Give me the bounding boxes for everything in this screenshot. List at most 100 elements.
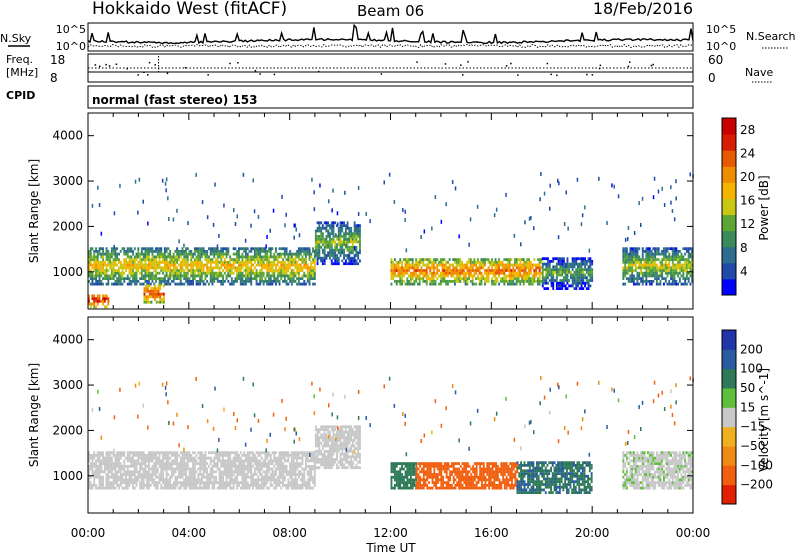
power-cell (312, 260, 314, 264)
power-cell (102, 302, 104, 306)
velocity-cell (280, 462, 283, 465)
power-cell (404, 269, 407, 272)
power-cell (192, 266, 194, 270)
velocity-cell (220, 473, 223, 476)
velocity-cell (88, 486, 90, 490)
power-cell (116, 282, 119, 286)
power-cell (95, 250, 97, 253)
power-cell (657, 266, 660, 270)
power-cell (125, 277, 127, 280)
velocity-cell (105, 451, 108, 455)
power-cell (98, 282, 101, 286)
power-cell (337, 232, 340, 236)
power-cell (359, 243, 361, 246)
power-cell (563, 222, 566, 226)
velocity-cell (227, 454, 230, 457)
power-cell (689, 172, 691, 177)
power-cell (528, 280, 530, 283)
power-cell (353, 224, 356, 227)
velocity-cell (266, 454, 269, 457)
power-cell (448, 269, 451, 272)
power-cell (392, 271, 395, 275)
power-cell (638, 263, 641, 267)
power-cell (314, 243, 317, 246)
power-cell (89, 247, 92, 251)
velocity-cell (241, 475, 244, 479)
power-cell (186, 282, 189, 286)
power-cell (100, 263, 103, 267)
power-cell (283, 255, 286, 259)
power-cell (200, 260, 203, 264)
velocity-cell (112, 486, 115, 490)
velocity-cell (114, 486, 117, 490)
velocity-cell (282, 470, 284, 474)
power-cell (443, 277, 446, 280)
power-cell (473, 271, 476, 275)
power-cell (172, 274, 175, 278)
power-cell (629, 266, 632, 270)
velocity-cell (264, 459, 267, 463)
velocity-cell (294, 454, 297, 457)
power-cell (413, 269, 416, 272)
velocity-cell (144, 484, 147, 487)
power-cell (273, 277, 276, 280)
power-cell (123, 280, 126, 283)
power-cell (457, 271, 460, 275)
power-cell (655, 280, 658, 283)
power-cell (645, 258, 648, 261)
power-cell (246, 263, 249, 267)
power-cell (155, 269, 157, 272)
velocity-cell (132, 473, 134, 476)
power-cell (128, 266, 131, 270)
velocity-cell (135, 462, 138, 465)
power-cell (394, 266, 396, 270)
power-cell (475, 282, 478, 286)
power-cell (454, 282, 456, 286)
velocity-cell (308, 484, 311, 487)
velocity-cell (135, 475, 138, 479)
velocity-cell (140, 475, 143, 479)
power-cell (643, 263, 646, 267)
power-cell (485, 258, 488, 261)
velocity-cell (218, 486, 221, 490)
power-cell (197, 280, 200, 283)
velocity-cell (109, 484, 112, 487)
power-cell (344, 259, 347, 263)
velocity-cell (320, 458, 323, 461)
velocity-cell (100, 484, 103, 487)
power-cell (655, 252, 658, 256)
freq-point (154, 64, 156, 66)
velocity-cell (179, 481, 182, 484)
power-cell (303, 282, 306, 286)
power-cell (489, 269, 492, 272)
velocity-cell (165, 451, 168, 455)
power-cell (195, 282, 198, 286)
power-cell (492, 271, 495, 275)
power-cell (149, 258, 152, 261)
power-cell (691, 280, 694, 283)
power-cell (140, 258, 143, 261)
power-cell (126, 250, 129, 253)
power-cell (522, 258, 525, 261)
power-cell (245, 250, 247, 253)
power-cell (165, 255, 168, 259)
power-cell (491, 282, 493, 286)
velocity-cell (110, 481, 113, 484)
velocity-cell (148, 454, 150, 457)
velocity-cell (128, 475, 131, 479)
velocity-cell (151, 478, 154, 482)
power-cell (234, 280, 237, 283)
power-cell (348, 235, 351, 238)
velocity-cell (188, 456, 191, 460)
velocity-cell (264, 475, 267, 479)
velocity-cell (283, 459, 286, 463)
power-cell (645, 277, 648, 280)
velocity-cell (257, 478, 260, 482)
power-cell (394, 271, 396, 275)
power-cell (93, 297, 96, 300)
power-cell (123, 250, 126, 253)
power-cell (165, 177, 168, 182)
power-cell (678, 280, 681, 283)
power-cell (236, 258, 239, 261)
power-cell (429, 282, 432, 286)
